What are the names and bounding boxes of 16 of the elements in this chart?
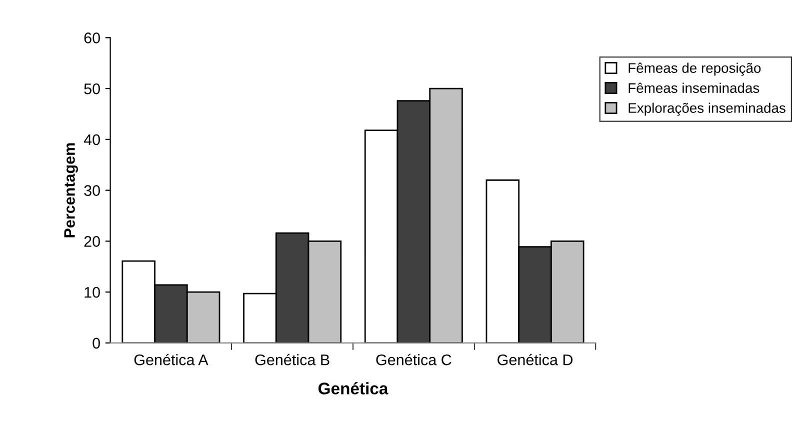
x-axis-title: Genética [318,382,388,394]
x-tick-label: Genética C [376,354,452,366]
y-tick-label: 40 [84,134,100,146]
y-tick-label: 10 [84,286,100,298]
y-axis-title: Percentagem [64,143,78,238]
x-tick-label: Genética B [255,354,330,366]
y-tick-label: 60 [84,32,100,44]
y-tick-label: 0 [92,338,100,349]
y-tick-label: 50 [84,83,100,94]
legend-label: Fêmeas de reposição [628,62,761,76]
legend-label: Explorações inseminadas [628,102,786,116]
y-tick-label: 30 [84,185,100,196]
x-tick-label: Genética A [134,354,208,366]
legend-label: Fêmeas inseminadas [628,82,760,93]
x-tick-label: Genética D [498,354,573,366]
y-tick-label: 20 [84,236,100,247]
